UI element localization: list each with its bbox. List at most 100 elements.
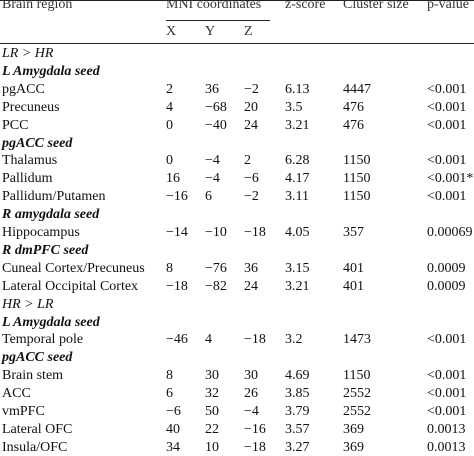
cell-y: −40 <box>205 117 227 133</box>
seed-heading: L Amygdala seed <box>2 314 100 330</box>
header-z-score: z-score <box>285 0 326 12</box>
header-x: X <box>166 24 177 39</box>
cell-y: −82 <box>205 278 227 294</box>
cell-x: 8 <box>166 368 173 384</box>
cell-zscore: 3.5 <box>285 99 303 115</box>
cell-x: 2 <box>166 81 173 97</box>
cell-pvalue: 0.0009 <box>427 278 466 294</box>
cell-zscore: 6.13 <box>285 81 310 97</box>
cell-region: Hippocampus <box>2 225 80 240</box>
cell-cluster: 401 <box>343 260 364 276</box>
cell-cluster: 2552 <box>343 404 371 419</box>
cell-pvalue: 0.0009 <box>427 260 466 276</box>
cell-z: −18 <box>244 439 266 455</box>
cell-pvalue: <0.001 <box>427 81 467 97</box>
cell-x: 4 <box>166 99 173 115</box>
seed-heading: R amygdala seed <box>2 207 100 223</box>
cell-pvalue: <0.001 <box>427 404 467 419</box>
cell-x: 34 <box>166 439 180 455</box>
cell-z: −4 <box>244 404 259 419</box>
cell-cluster: 1150 <box>343 368 371 384</box>
cell-pvalue: <0.001* <box>427 171 474 187</box>
cell-pvalue: <0.001 <box>427 332 467 348</box>
header-bottom-rule <box>0 43 474 44</box>
cell-region: Cuneal Cortex/Precuneus <box>2 260 145 276</box>
cell-y: 32 <box>205 386 219 402</box>
cell-zscore: 3.27 <box>285 439 310 455</box>
cell-x: 0 <box>166 153 173 169</box>
cell-zscore: 3.21 <box>285 278 310 294</box>
header-brain-region: Brain region <box>2 0 73 12</box>
cell-x: 40 <box>166 421 180 437</box>
cell-zscore: 3.15 <box>285 260 310 276</box>
cell-zscore: 4.05 <box>285 225 310 240</box>
cell-y: 30 <box>205 368 219 384</box>
cell-x: 8 <box>166 260 173 276</box>
cell-region: pgACC <box>2 81 45 97</box>
cell-zscore: 3.79 <box>285 404 310 419</box>
cell-zscore: 4.69 <box>285 368 310 384</box>
cell-z: −18 <box>244 332 266 348</box>
cell-zscore: 4.17 <box>285 171 310 187</box>
cell-z: 36 <box>244 260 258 276</box>
cell-z: 30 <box>244 368 258 384</box>
cell-z: 2 <box>244 153 251 169</box>
cell-y: −76 <box>205 260 227 276</box>
comparison-heading: HR > LR <box>2 296 54 312</box>
cell-x: 0 <box>166 117 173 133</box>
header-z: Z <box>244 24 253 39</box>
header-y: Y <box>205 24 216 39</box>
cell-x: 6 <box>166 386 173 402</box>
cell-y: 4 <box>205 332 212 348</box>
cell-region: Insula/OFC <box>2 439 68 455</box>
cell-region: Temporal pole <box>2 332 84 348</box>
cell-cluster: 357 <box>343 225 364 240</box>
cell-y: 6 <box>205 189 212 205</box>
cell-z: −16 <box>244 421 266 437</box>
seed-heading: pgACC seed <box>2 135 73 151</box>
cell-cluster: 1150 <box>343 189 371 205</box>
mni-underline-rule <box>166 20 270 21</box>
cell-cluster: 476 <box>343 117 364 133</box>
cell-pvalue: 0.0013 <box>427 439 466 455</box>
cell-pvalue: 0.0013 <box>427 421 466 437</box>
cell-region: Lateral Occipital Cortex <box>2 278 139 294</box>
cell-x: −6 <box>166 404 181 419</box>
cell-z: −2 <box>244 189 259 205</box>
cell-pvalue: <0.001 <box>427 153 467 169</box>
cell-region: Precuneus <box>2 99 60 115</box>
cell-zscore: 3.57 <box>285 421 310 437</box>
cell-z: 26 <box>244 386 258 402</box>
cell-cluster: 2552 <box>343 386 371 402</box>
cell-y: −4 <box>205 171 220 187</box>
cell-y: 10 <box>205 439 219 455</box>
cell-zscore: 3.85 <box>285 386 310 402</box>
cell-region: Brain stem <box>2 368 64 384</box>
cell-region: ACC <box>2 386 31 402</box>
header-mni-coordinates: MNI coordinates <box>166 0 262 12</box>
cell-cluster: 4447 <box>343 81 371 97</box>
cell-pvalue: <0.001 <box>427 99 467 115</box>
cell-region: Pallidum/Putamen <box>2 189 106 205</box>
cell-z: 20 <box>244 99 258 115</box>
cell-z: −18 <box>244 225 266 240</box>
cell-pvalue: 0.00069 <box>427 225 473 240</box>
cell-cluster: 369 <box>343 421 364 437</box>
cell-zscore: 3.11 <box>285 189 309 205</box>
cell-z: 24 <box>244 117 258 133</box>
cell-zscore: 3.21 <box>285 117 310 133</box>
cell-z: 24 <box>244 278 258 294</box>
cell-zscore: 3.2 <box>285 332 303 348</box>
cell-cluster: 476 <box>343 99 364 115</box>
cell-x: −14 <box>166 225 188 240</box>
cell-region: Thalamus <box>2 153 58 169</box>
cell-x: 16 <box>166 171 180 187</box>
header-top-rule <box>0 0 474 1</box>
seed-heading: L Amygdala seed <box>2 63 100 79</box>
cell-y: 36 <box>205 81 219 97</box>
cell-pvalue: <0.001 <box>427 117 467 133</box>
cell-cluster: 1150 <box>343 153 371 169</box>
cell-y: 22 <box>205 421 219 437</box>
cell-region: vmPFC <box>2 404 45 419</box>
